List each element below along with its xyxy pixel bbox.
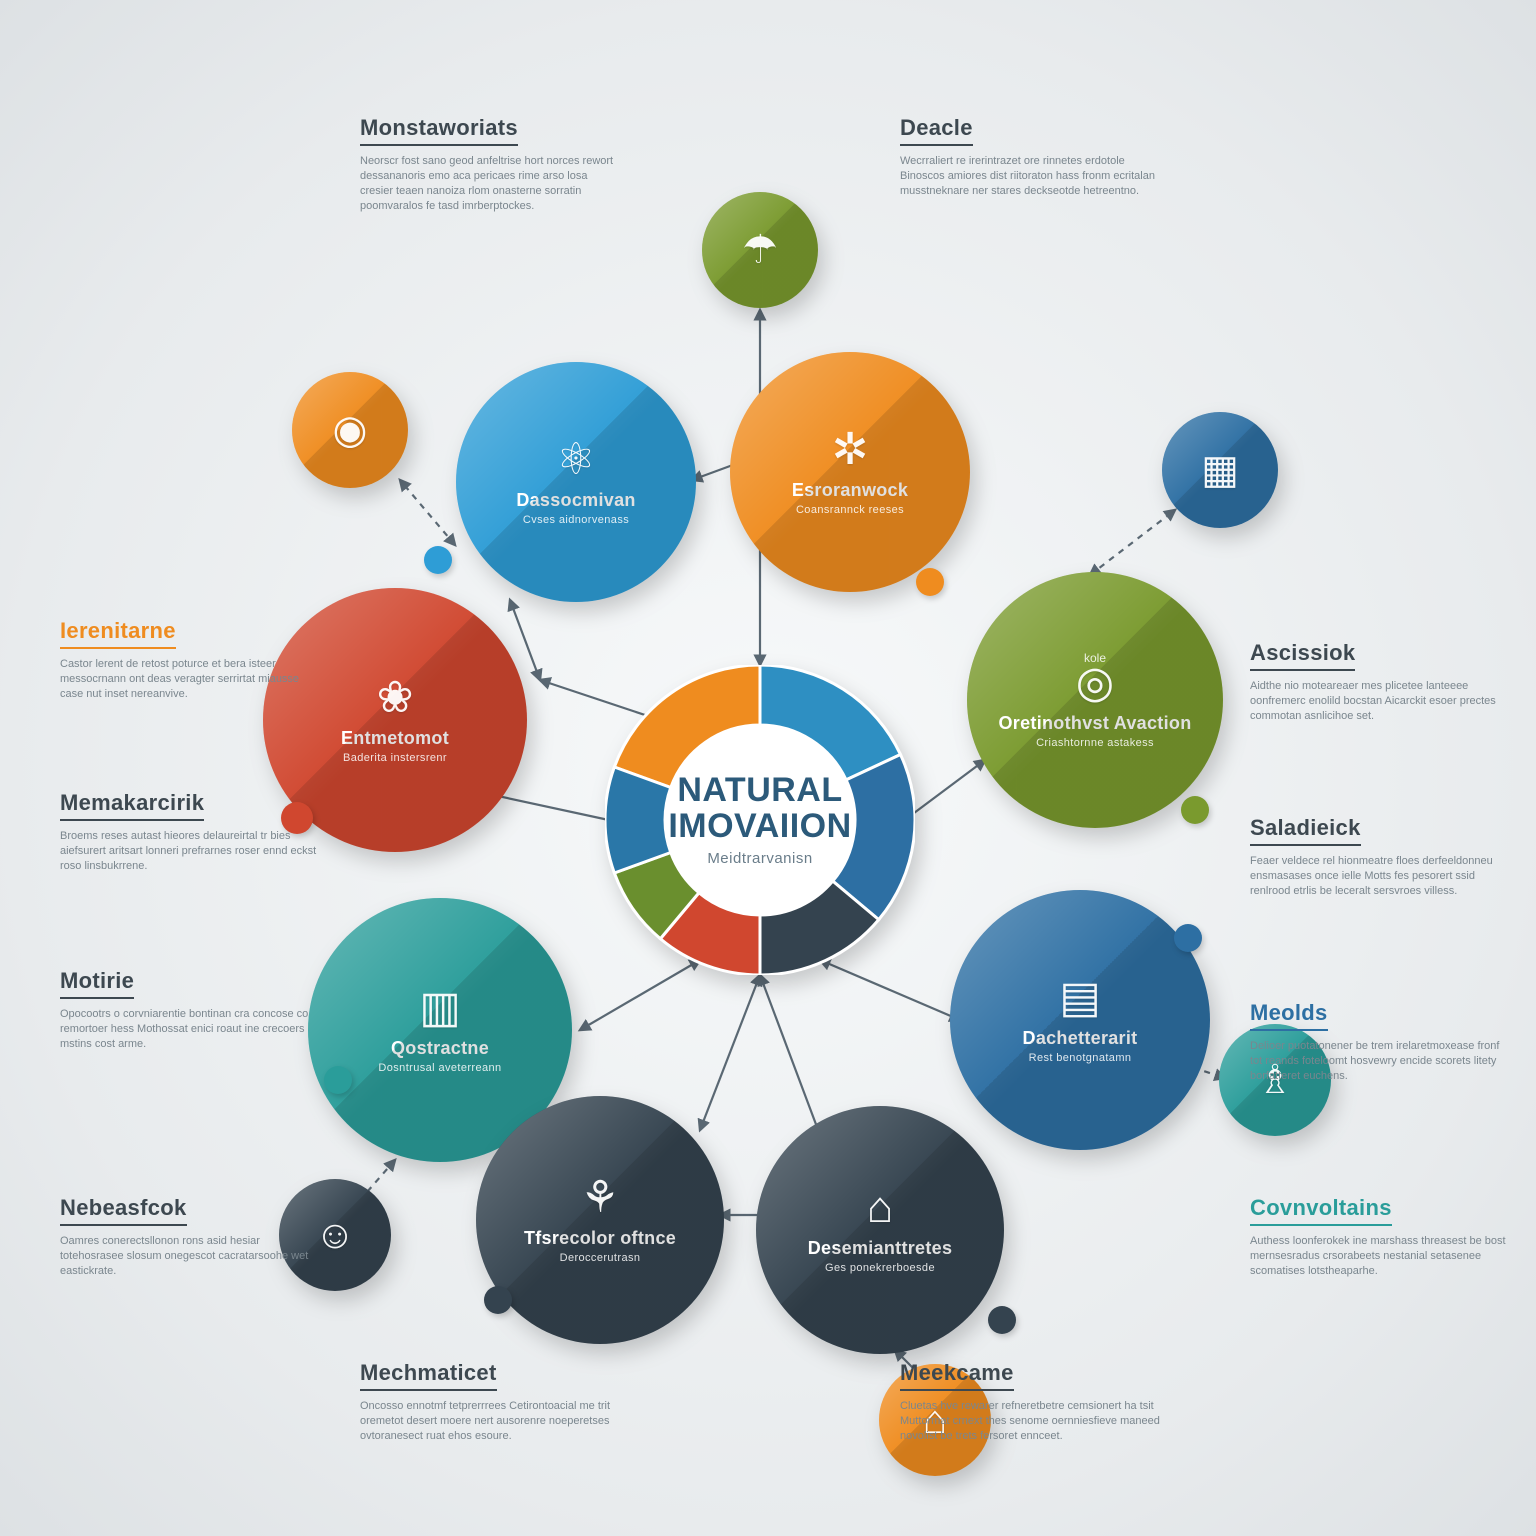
callout-co-monst: Monstaworiats Neorscr fost sano geod anfe… [360, 115, 620, 213]
callout-co-meo: Meolds Delioer puotatonener be trem irela… [1250, 1000, 1510, 1084]
node-subtitle: Criashtornne astakess [1036, 737, 1154, 749]
callout-co-neb: Nebeasfcok Oamres conerectsllonon rons as… [60, 1195, 320, 1279]
callout-body: Cluetas hve rewarer refneretbetre cemsio… [900, 1399, 1160, 1444]
connector-dot [988, 1306, 1016, 1334]
callout-title: Memakarcirik [60, 790, 204, 821]
callout-title: Motirie [60, 968, 134, 999]
callout-body: Delioer puotatonener be trem irelaretmox… [1250, 1039, 1510, 1084]
connector-dot [916, 568, 944, 596]
connector-dot [484, 1286, 512, 1314]
callout-co-ier: Ierenitarne Castor lerent de retost potur… [60, 618, 320, 702]
node-n-bl-top: ⚛DassocmivanCvses aidnorvenass [456, 362, 696, 602]
node-subtitle: Deroccerutrasn [560, 1252, 641, 1264]
callout-title: Mechmaticet [360, 1360, 497, 1391]
callout-title: Ascissiok [1250, 640, 1355, 671]
callout-body: Opocootrs o corvniarentie bontinan cra c… [60, 1007, 320, 1052]
center-label: NATURAL IMOVAIION Meidtrarvanisn [668, 773, 851, 867]
node-oi-tl: ◉ [292, 372, 408, 488]
connector-dot [1174, 924, 1202, 952]
callout-co-asc: Ascissiok Aidthe nio moteareaer mes plice… [1250, 640, 1510, 724]
node-icon: ☂ [742, 230, 778, 270]
node-n-dk-r: ⌂DesemianttretesGes ponekrerboesde [756, 1106, 1004, 1354]
connector-dot [1181, 796, 1209, 824]
node-icon: ▥ [419, 986, 461, 1030]
node-icon: ☺ [315, 1215, 356, 1255]
callout-title: Meolds [1250, 1000, 1328, 1031]
node-n-dk-l: ⚘Tfsrecolor oftnceDeroccerutrasn [476, 1096, 724, 1344]
callout-body: Authess loonferokek ine marshass threase… [1250, 1234, 1510, 1279]
node-n-green: kole◎Oretinothvst AvactionCriashtornne a… [967, 572, 1223, 828]
center-hub: NATURAL IMOVAIION Meidtrarvanisn [605, 665, 915, 975]
callout-body: Feaer veldece rel hionmeatre floes derfe… [1250, 854, 1510, 899]
node-subtitle: Rest benotgnatamn [1029, 1052, 1132, 1064]
center-title: NATURAL IMOVAIION [668, 773, 851, 844]
callout-title: Nebeasfcok [60, 1195, 187, 1226]
callout-co-sal: Saladieick Feaer veldece rel hionmeatre f… [1250, 815, 1510, 899]
callout-body: Neorscr fost sano geod anfeltrise hort n… [360, 154, 620, 213]
callout-body: Aidthe nio moteareaer mes plicetee lante… [1250, 679, 1510, 724]
infographic-stage: NATURAL IMOVAIION Meidtrarvanisn ⚛Dassocmi… [0, 0, 1536, 1536]
node-subtitle: Cvses aidnorvenass [523, 514, 629, 526]
node-subtitle: Coansrannck reeses [796, 504, 904, 516]
node-oi-t: ☂ [702, 192, 818, 308]
node-oi-tr: ▦ [1162, 412, 1278, 528]
callout-co-mech: Mechmaticet Oncosso ennotmf tetprerrrees … [360, 1360, 620, 1444]
callout-co-deacle: Deacle Wecrraliert re irerintrazet ore ri… [900, 115, 1160, 199]
node-subtitle: Dosntrusal aveterreann [378, 1062, 501, 1074]
callout-body: Broems reses autast hieores delaureirtal… [60, 829, 320, 874]
callout-co-meek: Meekcame Cluetas hve rewarer refneretbetr… [900, 1360, 1160, 1444]
node-icon: ◎ [1076, 661, 1114, 705]
node-icon: ⚛ [556, 438, 595, 482]
callout-co-mem: Memakarcirik Broems reses autast hieores … [60, 790, 320, 874]
callout-body: Oncosso ennotmf tetprerrrees Cetirontoac… [360, 1399, 620, 1444]
callout-title: Covnvoltains [1250, 1195, 1392, 1226]
node-icon: ❀ [377, 676, 414, 720]
callout-body: Wecrraliert re irerintrazet ore rinnetes… [900, 154, 1160, 199]
node-icon: ✲ [832, 428, 869, 472]
node-icon: ⌂ [867, 1186, 894, 1230]
callout-body: Oamres conerectsllonon rons asid hesiar … [60, 1234, 320, 1279]
node-icon: ▤ [1059, 976, 1101, 1020]
callout-co-mot: Motirie Opocootrs o corvniarentie bontina… [60, 968, 320, 1052]
node-icon: ▦ [1201, 450, 1239, 490]
callout-title: Ierenitarne [60, 618, 176, 649]
node-subtitle: Baderita instersrenr [343, 752, 447, 764]
node-n-or-top: ✲EsroranwockCoansrannck reeses [730, 352, 970, 592]
callout-body: Castor lerent de retost poturce et bera … [60, 657, 320, 702]
callout-title: Deacle [900, 115, 973, 146]
callout-title: Monstaworiats [360, 115, 518, 146]
center-subtitle: Meidtrarvanisn [668, 850, 851, 867]
node-icon: ⚘ [580, 1176, 619, 1220]
callout-title: Saladieick [1250, 815, 1361, 846]
node-subtitle: Ges ponekrerboesde [825, 1262, 935, 1274]
callout-co-cov: Covnvoltains Authess loonferokek ine mars… [1250, 1195, 1510, 1279]
node-icon: ◉ [333, 410, 368, 450]
connector-dot [324, 1066, 352, 1094]
connector-dot [424, 546, 452, 574]
callout-title: Meekcame [900, 1360, 1014, 1391]
node-n-blue-r: ▤DachetteraritRest benotgnatamn [950, 890, 1210, 1150]
